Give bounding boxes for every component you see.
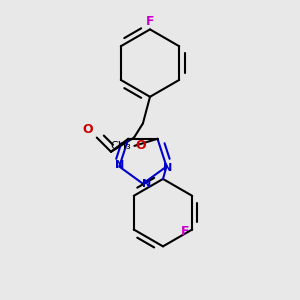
Text: N: N (116, 160, 124, 170)
Text: O: O (136, 140, 146, 152)
Text: F: F (181, 225, 189, 238)
Text: N: N (163, 163, 172, 173)
Text: CH₃: CH₃ (111, 141, 132, 151)
Text: N: N (142, 179, 151, 189)
Text: O: O (82, 123, 92, 136)
Text: F: F (146, 15, 154, 28)
